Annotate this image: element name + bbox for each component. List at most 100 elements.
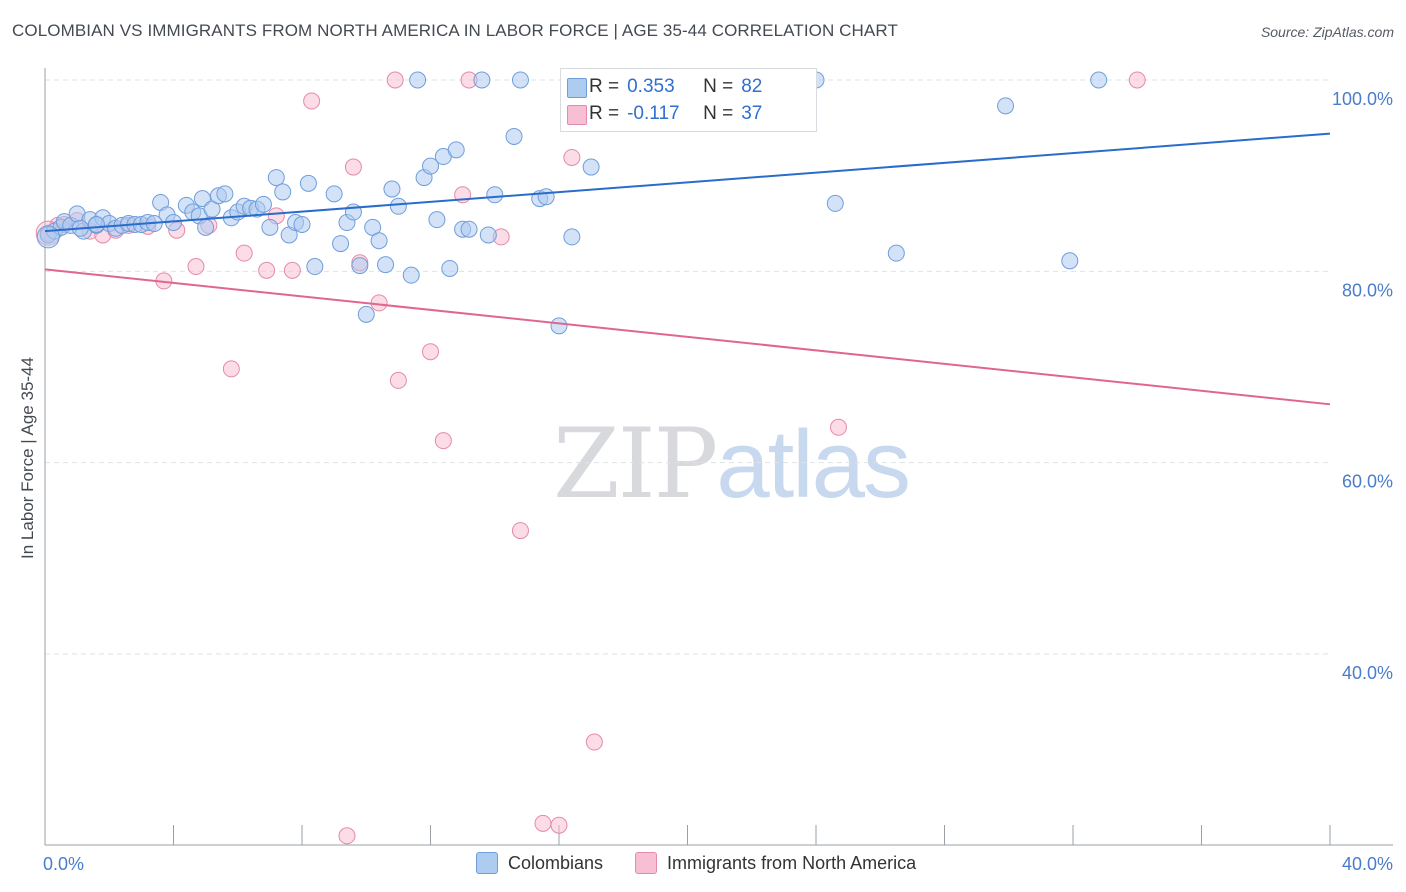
stats-n-label: N = bbox=[703, 76, 734, 97]
data-point-immigrants bbox=[338, 827, 356, 845]
legend-label-colombians: Colombians bbox=[508, 852, 604, 873]
trend-line-immigrants bbox=[44, 268, 1331, 406]
stats-box: R = 0.353 N = 82 R = -0.117 N = 37 bbox=[560, 68, 817, 132]
data-point-immigrants bbox=[222, 360, 240, 378]
data-point-colombians bbox=[254, 195, 272, 213]
data-point-colombians bbox=[299, 174, 317, 192]
data-point-colombians bbox=[428, 211, 446, 229]
stats-swatch-immigrants bbox=[567, 105, 587, 125]
y-tick-label: 80.0% bbox=[1342, 280, 1393, 300]
data-point-colombians bbox=[826, 194, 844, 212]
data-point-colombians bbox=[261, 218, 279, 236]
y-tick-label: 60.0% bbox=[1342, 472, 1393, 492]
data-point-immigrants bbox=[303, 92, 321, 110]
data-point-colombians bbox=[511, 71, 529, 89]
legend-swatch-immigrants bbox=[635, 852, 658, 874]
data-point-immigrants bbox=[1128, 71, 1146, 89]
x-tick-label: 0.0% bbox=[43, 854, 84, 874]
trend-lines bbox=[44, 132, 1331, 406]
stats-swatch-colombians bbox=[567, 78, 587, 98]
data-point-colombians bbox=[216, 185, 234, 203]
data-point-colombians bbox=[550, 317, 568, 335]
data-point-immigrants bbox=[511, 522, 529, 540]
legend-item-colombians[interactable]: Colombians bbox=[476, 852, 603, 874]
data-point-immigrants bbox=[386, 71, 404, 89]
stats-r-value: -0.117 bbox=[627, 103, 680, 124]
data-point-colombians bbox=[582, 158, 600, 176]
data-point-colombians bbox=[447, 141, 465, 159]
data-point-colombians bbox=[402, 266, 420, 284]
data-point-colombians bbox=[325, 185, 343, 203]
data-point-immigrants bbox=[235, 244, 253, 262]
data-point-immigrants bbox=[344, 158, 362, 176]
data-point-colombians bbox=[351, 257, 369, 275]
data-point-immigrants bbox=[283, 261, 301, 279]
data-point-immigrants bbox=[829, 418, 847, 436]
data-point-colombians-cluster bbox=[36, 225, 60, 249]
data-point-colombians bbox=[486, 186, 504, 204]
chart-title: COLOMBIAN VS IMMIGRANTS FROM NORTH AMERI… bbox=[12, 21, 898, 40]
stats-n-value: 37 bbox=[741, 103, 763, 124]
stats-n-label: N = bbox=[703, 103, 734, 124]
data-point-colombians bbox=[997, 97, 1015, 115]
data-point-colombians bbox=[370, 232, 388, 250]
data-point-colombians bbox=[505, 127, 523, 145]
stats-row-colombians: R = 0.353 N = 82 bbox=[567, 74, 763, 100]
data-point-colombians bbox=[193, 190, 211, 208]
legend-swatch-colombians bbox=[476, 852, 498, 874]
data-point-colombians bbox=[274, 183, 292, 201]
watermark-zip: ZIP bbox=[553, 408, 718, 520]
data-point-colombians bbox=[293, 215, 311, 233]
data-point-colombians bbox=[1090, 71, 1108, 89]
data-point-colombians bbox=[441, 259, 459, 277]
data-point-colombians bbox=[537, 188, 555, 206]
data-point-colombians bbox=[887, 244, 905, 262]
data-point-immigrants bbox=[389, 371, 407, 389]
data-point-colombians bbox=[389, 197, 407, 215]
y-axis-label: In Labor Force | Age 35-44 bbox=[18, 357, 37, 559]
data-point-colombians bbox=[460, 220, 478, 238]
axes bbox=[44, 68, 1393, 846]
data-point-colombians bbox=[1061, 252, 1079, 270]
data-point-immigrants bbox=[585, 733, 603, 751]
watermark: ZIPatlas bbox=[553, 408, 911, 520]
data-point-colombians bbox=[267, 169, 285, 187]
x-tick-label: 40.0% bbox=[1342, 854, 1393, 874]
legend-item-immigrants[interactable]: Immigrants from North America bbox=[635, 852, 916, 874]
data-point-colombians bbox=[197, 218, 215, 236]
legend-label-immigrants: Immigrants from North America bbox=[667, 852, 917, 873]
data-point-immigrants bbox=[422, 343, 439, 361]
stats-r-label: R = bbox=[589, 103, 620, 124]
watermark-atlas: atlas bbox=[716, 411, 911, 518]
stats-n-value: 82 bbox=[741, 76, 763, 97]
data-point-colombians bbox=[87, 215, 105, 233]
data-point-immigrants bbox=[187, 258, 205, 276]
series-immigrants-points bbox=[35, 71, 1146, 845]
y-tick-label: 100.0% bbox=[1332, 89, 1393, 109]
data-point-colombians bbox=[332, 235, 350, 253]
legend: Colombians Immigrants from North America bbox=[476, 852, 948, 874]
data-point-immigrants bbox=[550, 816, 568, 834]
data-point-immigrants bbox=[434, 432, 452, 450]
source-label: Source: ZipAtlas.com bbox=[1260, 24, 1394, 40]
stats-r-label: R = bbox=[589, 76, 620, 97]
series-colombians-points bbox=[36, 71, 1108, 335]
axis-labels: 40.0% 60.0% 80.0% 100.0% 0.0% 40.0% In Labor F… bbox=[18, 89, 1393, 874]
trend-line-colombians bbox=[44, 132, 1331, 233]
data-point-colombians bbox=[409, 71, 427, 89]
stats-row-immigrants: R = -0.117 N = 37 bbox=[567, 101, 763, 127]
data-point-colombians bbox=[306, 258, 324, 276]
data-point-immigrants bbox=[258, 261, 276, 279]
data-point-colombians bbox=[422, 157, 439, 175]
data-point-immigrants bbox=[563, 148, 581, 166]
data-point-immigrants bbox=[534, 814, 552, 832]
y-tick-label: 40.0% bbox=[1342, 663, 1393, 683]
data-point-colombians bbox=[473, 71, 491, 89]
stats-r-value: 0.353 bbox=[627, 76, 675, 97]
data-point-colombians bbox=[563, 228, 581, 246]
data-point-colombians bbox=[479, 226, 497, 244]
data-point-colombians bbox=[383, 180, 401, 198]
data-point-colombians bbox=[377, 256, 395, 274]
data-point-colombians bbox=[357, 305, 375, 323]
